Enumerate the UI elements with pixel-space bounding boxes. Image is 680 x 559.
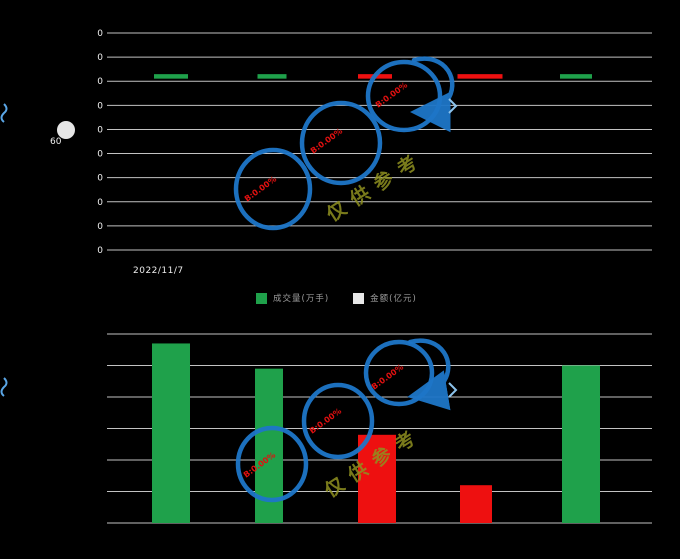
annotation-note: B:0.00% (370, 363, 405, 392)
bar (562, 365, 600, 523)
annotation-arrow (407, 338, 451, 411)
top-chart-gridlines: 0 0 0 0 0 0 0 0 0 0 (97, 29, 652, 256)
annotation-note: B:0.00% (309, 127, 344, 156)
candle (560, 74, 592, 79)
y-tick-label: 0 (97, 77, 103, 87)
annotation-circle (235, 425, 309, 503)
x-axis-label: 2022/11/7 (133, 266, 184, 276)
legend-label-1: 成交量(万手) (273, 294, 330, 304)
y-tick-label: 0 (97, 125, 103, 135)
annotation-arrow (410, 56, 455, 133)
left-edge-mark-bottom (0, 377, 8, 397)
annotation-circle (299, 100, 383, 186)
annotation-note: B:0.00% (243, 175, 278, 204)
y-tick-label: 0 (97, 222, 103, 232)
bottom-chart-bars (152, 343, 600, 523)
annotation-circle (301, 382, 375, 460)
legend-swatch-2 (353, 292, 365, 304)
candle (457, 74, 503, 79)
y-tick-label: 0 (97, 198, 103, 208)
y-tick-label: 0 (97, 101, 103, 111)
highlight-dot (57, 121, 75, 139)
legend: 成交量(万手) 金额(亿元) (256, 292, 417, 304)
y-tick-label: 0 (97, 246, 103, 256)
bar (358, 434, 396, 523)
annotation-circle (233, 147, 313, 231)
bar (152, 343, 190, 523)
top-chart-annotations: B:0.00%B:0.00%B:0.00%仅供参考 (233, 56, 455, 231)
candle (257, 74, 287, 79)
annotation-circle (365, 59, 443, 133)
legend-label-2: 金额(亿元) (370, 294, 417, 304)
arrow-spark-bottom (448, 382, 458, 398)
bar (460, 485, 492, 523)
sixty-label: 60 (50, 137, 62, 147)
legend-swatch-1 (256, 292, 267, 304)
left-edge-mark-top (0, 103, 8, 123)
y-tick-label: 0 (97, 174, 103, 184)
legend-item-2: 金额(亿元) (353, 292, 417, 304)
y-tick-label: 0 (97, 29, 103, 39)
candle (154, 74, 188, 79)
annotation-note: B:0.00% (308, 407, 343, 436)
y-tick-label: 0 (97, 150, 103, 160)
y-tick-label: 0 (97, 53, 103, 63)
arrow-spark-top (448, 98, 458, 114)
legend-item-1: 成交量(万手) (256, 292, 329, 304)
